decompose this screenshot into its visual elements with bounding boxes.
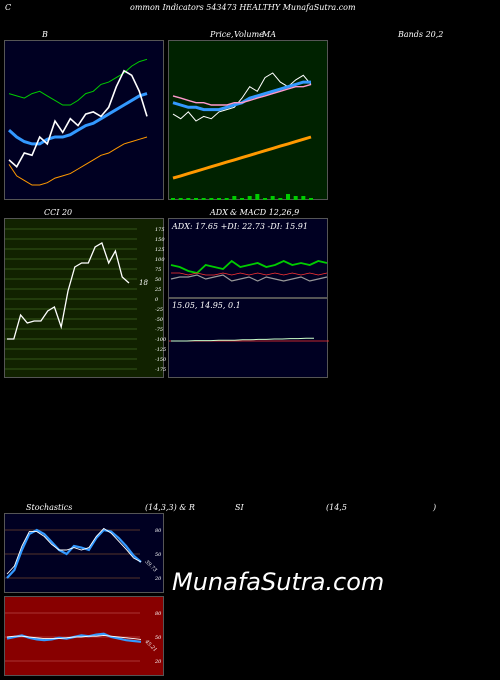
cci-chart: 175 150 125 100 75 50 25 0 -25 -50 -75 -100 -125 -150… [5, 227, 167, 373]
price-chart [171, 72, 313, 200]
paren-label: ) [433, 503, 437, 512]
stoch-tick-label: 20 [154, 576, 162, 582]
cci-tick-label: -100 [155, 337, 167, 343]
volume-bar [224, 198, 229, 200]
stoch-params-label: (14,3,3) & R [145, 503, 195, 512]
volume-bar [247, 196, 252, 200]
cci-tick-label: 75 [155, 267, 161, 273]
volume-bar [186, 198, 191, 200]
macd-readout: 15.05, 14.95, 0.1 [172, 301, 241, 310]
rsi-panel: 80 50 20 45.21 [4, 596, 164, 676]
cci-tick-label: -75 [155, 327, 163, 333]
cci-tick-label: 25 [154, 287, 161, 293]
cci-tick-label: 50 [155, 277, 162, 283]
bollinger-panel [4, 40, 164, 200]
volume-bar [293, 196, 298, 200]
volume-bar [263, 198, 267, 200]
adx-line [171, 272, 328, 276]
bollinger-chart [7, 58, 148, 186]
stoch-tick-label: 80 [155, 528, 162, 534]
cci-tick-label: 175 [155, 227, 165, 233]
volume-bar [178, 198, 183, 200]
cci-label: CCI 20 [44, 208, 73, 217]
volume-bar [286, 194, 290, 200]
bb-label: B [42, 30, 48, 39]
macd-panel: 15.05, 14.95, 0.1 [168, 298, 329, 378]
cci-tick-label: 100 [155, 257, 165, 263]
stoch-tick-label: 50 [155, 552, 162, 558]
ma-short-line [172, 80, 311, 112]
volume-bar [209, 198, 214, 200]
cci-tick-label: -150 [155, 357, 167, 363]
stoch-last-label: 39.73 [144, 559, 158, 573]
volume-bar [270, 196, 275, 200]
volume-bar [171, 198, 175, 200]
adx-readout: ADX: 17.65 +DI: 22.73 -DI: 15.91 [172, 222, 308, 231]
volume-bar [201, 198, 206, 200]
ma-label: MA [262, 30, 276, 39]
watermark: MunafaSutra.com [172, 568, 385, 596]
adx-minus-di-line [170, 274, 328, 282]
rsi-tick-label: 20 [154, 659, 162, 665]
volume-bar [217, 198, 221, 200]
volume-bar [278, 198, 283, 200]
stochastics-panel: 80 50 20 39.73 [4, 513, 164, 593]
adx-label: ADX [210, 208, 228, 217]
volume-bar [232, 196, 237, 200]
cci-line [7, 242, 130, 340]
rsi-tick-label: 50 [155, 635, 162, 641]
bands-label: Bands 20,2 [398, 30, 444, 39]
volume-bar [309, 198, 313, 200]
bb-middle-line [7, 92, 148, 146]
macd-line [171, 337, 314, 342]
bb-upper-line [8, 58, 148, 106]
cci-tick-label: -25 [155, 307, 163, 313]
rsi-main-line [6, 632, 142, 643]
price-panel [168, 40, 328, 200]
cci-tick-label: 0 [155, 297, 159, 303]
adx-panel: ADX: 17.65 +DI: 22.73 -DI: 15.91 [168, 218, 328, 298]
volume-ma-line [172, 135, 312, 180]
stoch-signal-line [6, 527, 142, 575]
adx-plus-di-line [170, 259, 328, 274]
macd-chart [169, 337, 329, 342]
rsi-params-label: (14,5 [326, 503, 347, 512]
price-label: Price, [210, 30, 234, 39]
cci-last-label: 18 [139, 279, 148, 287]
macd-label: & MACD 12,26,9 [230, 208, 300, 217]
stochastics-chart: 80 50 20 39.73 [5, 527, 162, 582]
cci-tick-label: -50 [155, 317, 164, 323]
volume-bar [255, 194, 260, 200]
cci-tick-label: 125 [155, 247, 165, 253]
volume-bar [301, 196, 306, 200]
adx-chart [170, 259, 328, 282]
volume-bar [194, 198, 198, 200]
stoch-main-line [6, 528, 142, 579]
bb-lower-line [8, 136, 148, 186]
page-title: ommon Indicators 543473 HEALTHY MunafaSu… [130, 3, 356, 12]
cci-tick-label: 150 [155, 237, 165, 243]
volume-bar [240, 198, 244, 200]
rsi-tick-label: 80 [155, 611, 162, 617]
cci-panel: 175 150 125 100 75 50 25 0 -25 -50 -75 -100 -125 -150… [4, 218, 167, 378]
bb-price-line [8, 69, 148, 168]
price-line [172, 72, 312, 122]
header-c: C [5, 3, 12, 12]
volume-label: Volume [234, 30, 264, 39]
si-label: SI [235, 503, 244, 512]
ma-long-line [172, 83, 312, 106]
cci-tick-label: -175 [155, 367, 166, 373]
stoch-label: Stochastics [26, 503, 73, 512]
rsi-signal-line [6, 634, 142, 640]
cci-tick-label: -125 [155, 347, 166, 353]
